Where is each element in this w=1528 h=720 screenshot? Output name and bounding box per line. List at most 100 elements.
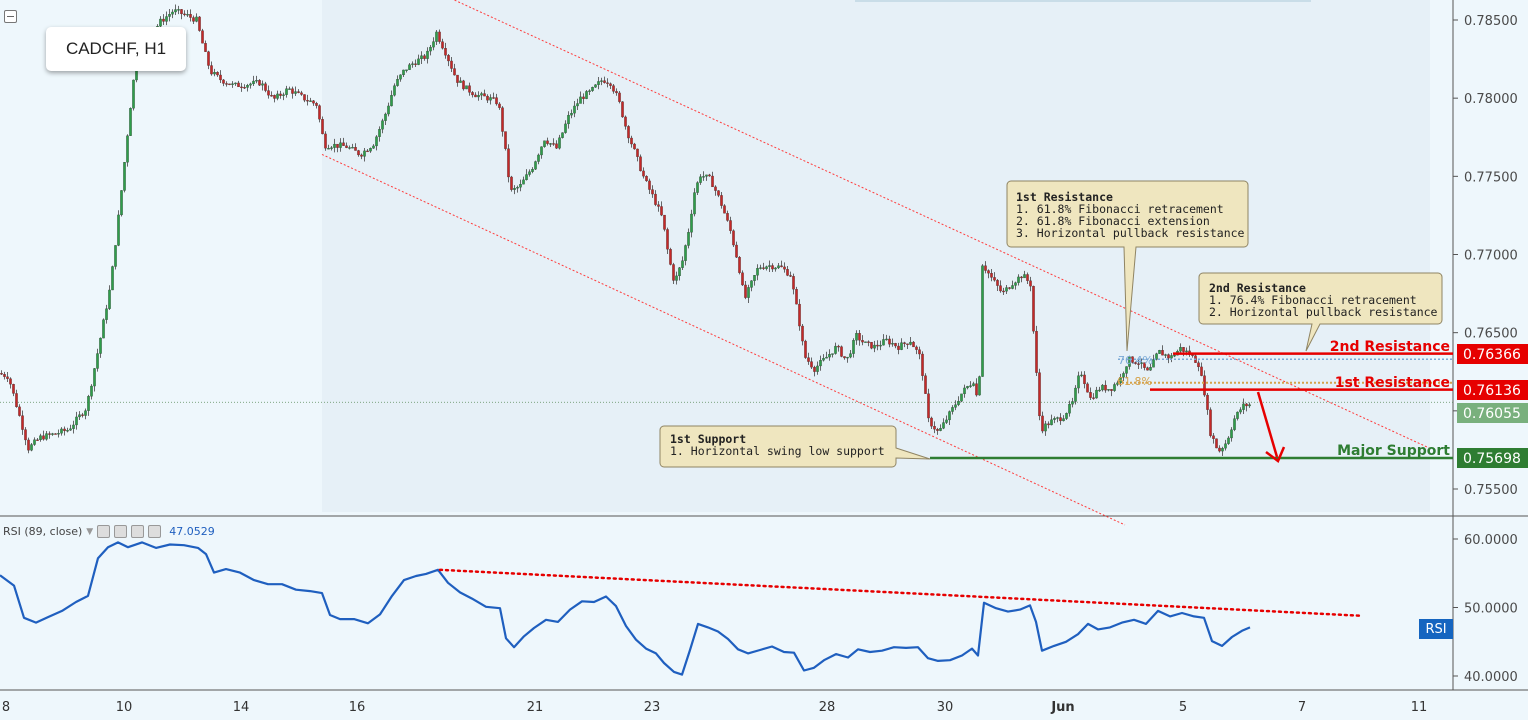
candle (552, 138, 555, 146)
candle (474, 92, 477, 98)
candle (42, 430, 45, 441)
rsi-axis-tick-label: 60.0000 (1464, 533, 1518, 548)
candle (1215, 438, 1218, 449)
price-axis-tick-label: 0.77000 (1464, 249, 1518, 264)
candle (1137, 358, 1140, 369)
candle (840, 345, 843, 358)
candle (1206, 392, 1209, 415)
candle (963, 384, 966, 398)
candle (1014, 281, 1017, 290)
candle (459, 77, 462, 83)
candle (735, 241, 738, 258)
callout-first-support[interactable]: 1st Support 1. Horizontal swing low supp… (659, 425, 931, 468)
candle (348, 145, 351, 150)
candle (12, 383, 15, 397)
eye-icon[interactable] (97, 525, 111, 538)
collapse-icon[interactable] (4, 10, 17, 23)
candle (1203, 370, 1206, 397)
candle (921, 351, 924, 381)
rsi-layer (0, 541, 1362, 676)
settings-icon[interactable] (114, 525, 128, 538)
candle (945, 415, 948, 425)
candle (972, 381, 975, 387)
candle (603, 76, 606, 84)
candle (873, 340, 876, 353)
candle (1059, 413, 1062, 425)
candle (309, 97, 312, 102)
candle (570, 109, 573, 119)
candle (1056, 416, 1059, 423)
candle (492, 92, 495, 99)
candle (39, 433, 42, 442)
candle (1041, 411, 1044, 434)
candle (579, 91, 582, 104)
candle (627, 125, 630, 144)
time-axis[interactable]: 8 10 14 16 21 23 28 30 Jun 5 7 11 (2, 700, 1427, 715)
candle (597, 76, 600, 90)
candle (519, 179, 522, 192)
callout-second-resistance[interactable]: 2nd Resistance 1. 76.4% Fibonacci retrac… (1198, 272, 1443, 352)
candle (1233, 415, 1236, 432)
price-axis[interactable]: 0.78500 0.78000 0.77500 0.77000 0.76500 0.760… (1453, 14, 1518, 685)
candle (975, 378, 978, 397)
callout-first-support-line-2: 1. Horizontal swing low support (670, 444, 885, 458)
candle (1050, 414, 1053, 426)
callout-first-resistance[interactable]: 1st Resistance 1. 61.8% Fibonacci retrac… (1006, 180, 1249, 352)
candle (1167, 353, 1170, 364)
candle (777, 262, 780, 269)
candle (192, 15, 195, 24)
candle (1158, 349, 1161, 354)
symbol-label[interactable]: CADCHF, H1 (46, 27, 186, 71)
candle (771, 263, 774, 273)
candle (1110, 389, 1113, 397)
candle (390, 90, 393, 107)
candle (246, 83, 249, 92)
candle (732, 229, 735, 248)
candle (480, 91, 483, 100)
candle (1020, 275, 1023, 283)
candle (789, 271, 792, 277)
dropdown-icon[interactable]: ▼ (86, 526, 94, 537)
time-axis-tick-label: 11 (1411, 700, 1428, 715)
time-axis-tick-label: 8 (2, 700, 10, 715)
candle (1248, 402, 1251, 408)
rsi-legend-value: 47.0529 (169, 525, 215, 538)
candle (120, 190, 123, 217)
time-axis-tick-label: Jun (1050, 700, 1074, 715)
candle (21, 410, 24, 435)
candle (1143, 362, 1146, 371)
candle (648, 178, 651, 194)
svg-text:0.76055: 0.76055 (1463, 406, 1521, 422)
close-icon[interactable] (131, 525, 145, 538)
candle (984, 261, 987, 274)
candle (1047, 421, 1050, 429)
candle (855, 330, 858, 345)
candle (345, 142, 348, 149)
candle (90, 384, 93, 400)
candle (717, 190, 720, 198)
rsi-legend[interactable]: RSI (89, close) ▼ 47.0529 (3, 525, 215, 538)
candle (162, 14, 165, 26)
candle (576, 98, 579, 110)
candle (486, 94, 489, 103)
candle (669, 247, 672, 266)
candle (672, 262, 675, 284)
candle (933, 421, 936, 434)
candle (834, 342, 837, 355)
candle (342, 137, 345, 146)
candle (258, 79, 261, 86)
candle (378, 126, 381, 142)
candle (450, 57, 453, 72)
price-tag-current: 0.76055 (1457, 403, 1528, 423)
callout-first-resistance-line-3: 2. 61.8% Fibonacci extension (1016, 214, 1210, 228)
candle (558, 134, 561, 150)
candle (243, 84, 246, 89)
candle (324, 131, 327, 151)
candle (531, 167, 534, 174)
candle (816, 361, 819, 375)
candle (1029, 276, 1032, 292)
candle (630, 135, 633, 148)
candle (501, 106, 504, 137)
more-icon[interactable] (148, 525, 162, 538)
